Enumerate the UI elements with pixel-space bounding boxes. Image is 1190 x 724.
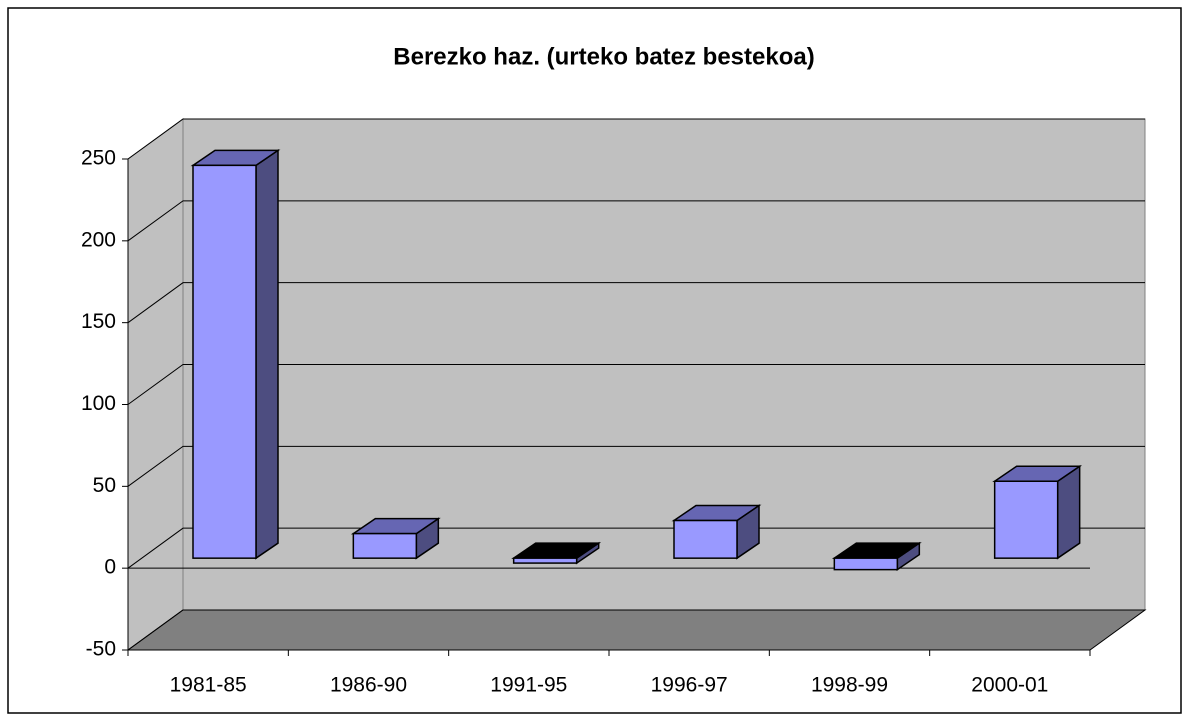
x-tick-label: 1991-95 [490,674,567,697]
y-tick-label: -50 [86,638,116,661]
bar [352,532,418,559]
bar-side [255,148,279,560]
y-tick-label: 0 [104,556,116,579]
y-tick-label: 100 [81,392,116,415]
bar [192,164,257,559]
grid-line [127,609,1145,651]
x-tick-label: 2000-01 [971,674,1048,697]
x-tick-label: 1998-99 [811,674,888,697]
grid-line [127,445,1145,487]
grid-line [127,527,1145,569]
y-tick-label: 150 [81,310,116,333]
grid-line [127,200,1145,242]
grid-line [127,364,1145,405]
bar [993,480,1059,559]
y-tick-label: 50 [93,474,116,497]
floor [126,609,1147,651]
grid-line [127,118,1145,160]
bar [673,519,738,559]
x-tick-label: 1981-85 [170,674,247,697]
grid-line [127,282,1145,324]
chart-title: Berezko haz. (urteko batez bestekoa) [393,43,814,70]
y-tick-label: 200 [81,228,116,251]
y-tick-label: 250 [81,147,116,170]
bar [833,557,899,571]
bar-side [1056,464,1081,560]
x-tick-label: 1996-97 [651,674,728,697]
x-tick-label: 1986-90 [330,674,407,697]
bar [512,557,578,564]
